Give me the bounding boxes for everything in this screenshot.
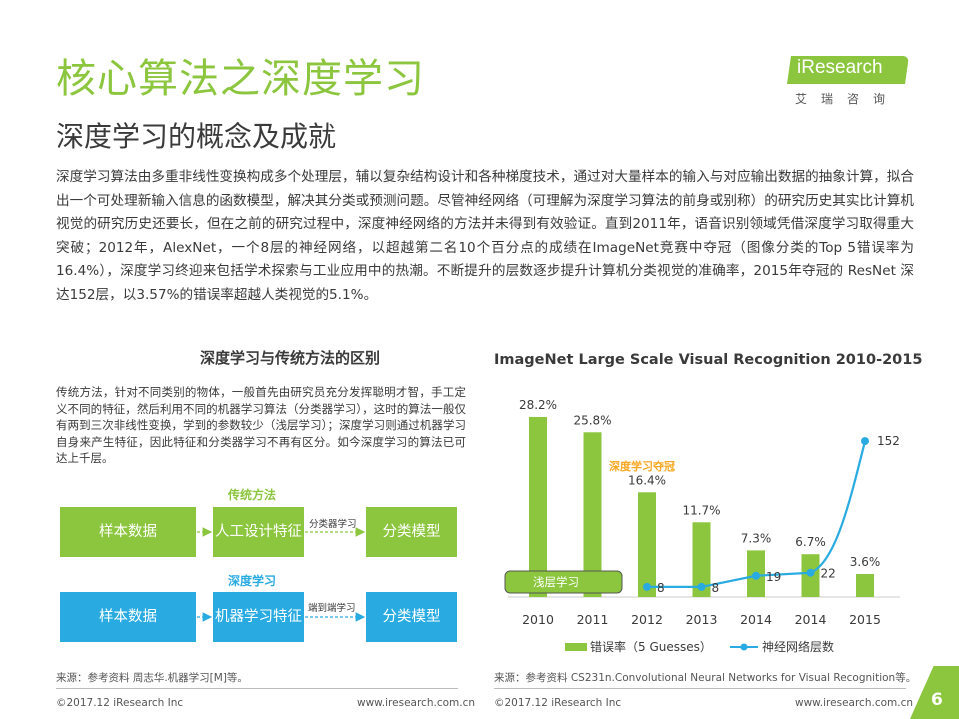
footer-divider-left [56,688,458,689]
footer-copyright-right: ©2017.12 iResearch Inc [494,697,622,709]
error-rate-bar [529,416,547,597]
layers-label: 8 [712,581,720,595]
footer-url-left: www.iresearch.com.cn [357,697,476,709]
left-panel-description: 传统方法，针对不同类别的物体，一般首先由研究员充分发挥聪明才智，手工定义不同的特… [56,385,466,465]
error-rate-label: 6.7% [795,535,826,549]
logo-text: iResearch [797,57,883,78]
layers-label: 8 [657,581,665,595]
page-subtitle: 深度学习的概念及成就 [56,120,337,153]
traditional-label: 传统方法 [228,488,277,502]
footer-copyright-left: ©2017.12 iResearch Inc [56,697,184,709]
layers-point [861,437,869,446]
layers-point [697,582,706,591]
chart-title: ImageNet Large Scale Visual Recognition … [494,352,923,368]
legend-line-marker [740,643,748,651]
footer-divider-right [494,688,906,689]
error-rate-label: 16.4% [628,473,666,487]
layers-label: 22 [821,567,836,581]
legend-line-label: 神经网络层数 [762,639,834,654]
left-source: 来源：参考资料 周志华.机器学习[M]等。 [56,672,248,684]
error-rate-label: 28.2% [519,398,557,412]
intro-paragraph: 深度学习算法由多重非线性变换构成多个处理层，辅以复杂结构设计和各种梯度技术，通过… [56,169,914,303]
logo-subtext: 艾瑞咨询 [795,92,900,106]
trad-handcrafted-feature-box: 人工设计 特征 [213,507,304,557]
error-rate-bar [692,522,711,597]
legend-bar-swatch [565,643,587,651]
imagenet-chart: 28.2% 2010 25.8% 2011 16.4% 2012 11.7% 2013 7.3%… [504,398,900,654]
x-tick-label: 2012 [631,612,663,627]
layers-point [643,582,651,591]
error-rate-bar [638,492,656,597]
error-rate-label: 7.3% [741,531,772,545]
trad-sample-data-box: 样本数据 [60,507,196,557]
trad-classifier-box: 分类模型 [366,507,457,557]
error-rate-bar [583,432,602,597]
x-tick-label: 2011 [577,612,609,627]
chart-source: 来源：参考资料 CS231n.Convolutional Neural Netw… [494,672,917,684]
deep-learned-feature-box: 机器学习 特征 [213,592,304,642]
layers-label: 152 [877,434,900,448]
page-title: 核心算法之深度学习 [56,56,425,102]
footer-url-right: www.iresearch.com.cn [795,697,914,709]
shallow-learning-label: 浅层学习 [533,575,579,589]
legend-bar-label: 错误率（5 Guesses） [590,639,712,654]
layers-label: 19 [766,570,781,584]
deep-sample-data-box: 样本数据 [60,592,196,642]
x-tick-label: 2013 [686,612,718,627]
left-panel-title: 深度学习与传统方法的区别 [199,349,380,367]
shallow-learning-box [504,570,623,594]
page-number: 6 [931,690,943,710]
deep-classifier-box: 分类模型 [366,592,457,642]
error-rate-label: 11.7% [682,503,720,517]
error-rate-bar [856,574,874,597]
layers-point [806,568,815,577]
deep-learning-label: 深度学习 [228,574,277,588]
x-tick-label: 2015 [849,612,881,627]
error-rate-label: 25.8% [573,413,611,427]
error-rate-label: 3.6% [850,555,881,569]
iresearch-logo: iResearch 艾瑞咨询 [787,48,917,110]
layers-point [752,571,760,580]
deep-arrow-label: 端到端学习 [308,603,356,614]
x-tick-label: 2010 [522,612,554,627]
x-tick-label: 2014 [740,612,772,627]
x-tick-label: 2014 [795,612,827,627]
deep-learning-win-label: 深度学习夺冠 [609,459,675,473]
trad-arrow-label: 分类器学习 [309,519,357,530]
